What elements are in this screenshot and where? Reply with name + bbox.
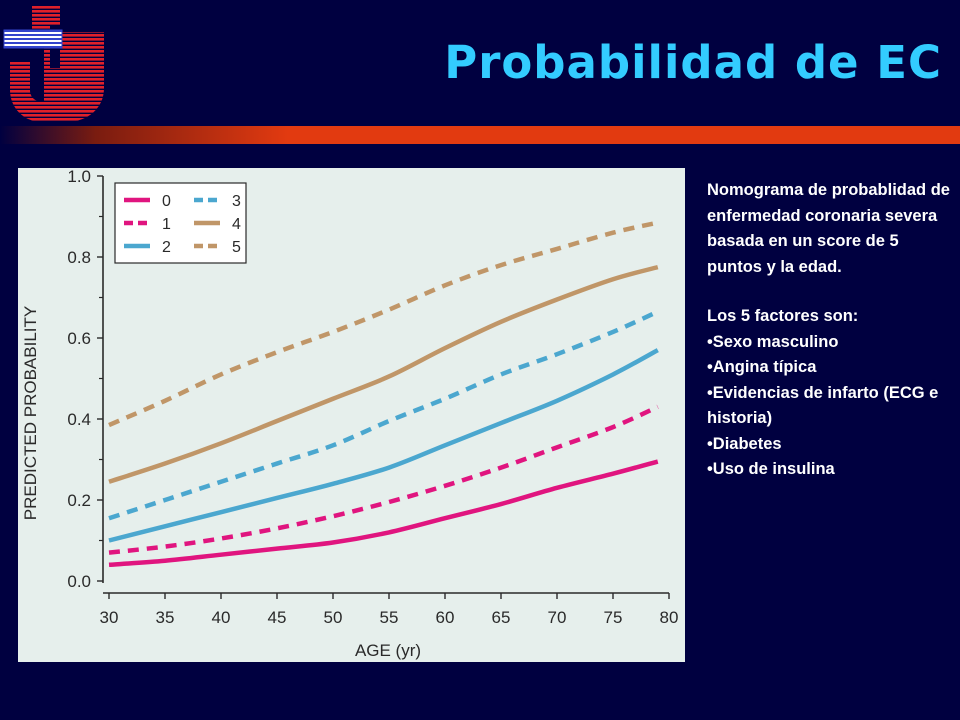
slide-title: Probabilidad de EC xyxy=(444,36,942,89)
series-line-5 xyxy=(108,220,659,428)
y-tick-label: 0.8 xyxy=(67,248,91,267)
chart-svg: 0.00.20.40.60.81.0 30 35 40 45 50 55 60 65 70 75 8… xyxy=(21,168,679,660)
legend-box xyxy=(114,182,247,264)
x-tick-label: 75 xyxy=(604,608,623,627)
x-tick-label: 65 xyxy=(492,608,511,627)
y-axis-ticks: 0.0 0.2 0.4 0.6 0.8 1.0 xyxy=(67,168,103,591)
x-tick-label: 40 xyxy=(212,608,231,627)
x-tick-label: 70 xyxy=(548,608,567,627)
legend-label-3: 3 xyxy=(232,193,241,210)
series-line-2 xyxy=(108,348,659,543)
y-tick-label: 0.0 xyxy=(67,572,91,591)
series-line-3 xyxy=(108,309,659,521)
series-line-1 xyxy=(108,404,659,555)
x-axis-ticks: 30 35 40 45 50 55 60 65 70 75 80 xyxy=(100,593,679,627)
y-axis-label: PREDICTED PROBABILITY xyxy=(21,306,40,520)
y-tick-label: 0.2 xyxy=(67,491,91,510)
legend-label-0: 0 xyxy=(162,193,171,210)
factor-item: •Angina típica xyxy=(707,358,817,376)
legend-label-2: 2 xyxy=(162,239,171,256)
x-tick-label: 80 xyxy=(660,608,679,627)
series-line-0 xyxy=(108,459,659,568)
factor-item: •Uso de insulina xyxy=(707,460,835,478)
description-text: Nomograma de probablidad de enfermedad c… xyxy=(707,181,950,276)
description-panel: Nomograma de probablidad de enfermedad c… xyxy=(707,178,952,483)
x-tick-label: 55 xyxy=(380,608,399,627)
legend-label-4: 4 xyxy=(232,216,241,233)
y-tick-label: 0.4 xyxy=(67,410,91,429)
legend-label-1: 1 xyxy=(162,216,171,233)
legend-label-5: 5 xyxy=(232,239,241,256)
x-tick-label: 45 xyxy=(268,608,287,627)
series-lines xyxy=(108,220,659,568)
title-divider xyxy=(0,126,960,144)
y-tick-label: 1.0 xyxy=(67,168,91,186)
factor-item: •Sexo masculino xyxy=(707,332,839,351)
hospital-logo xyxy=(3,6,104,122)
factor-item: •Diabetes xyxy=(707,434,782,453)
x-tick-label: 60 xyxy=(436,608,455,627)
factors-list: •Sexo masculino •Angina típica •Evidenci… xyxy=(707,330,952,483)
y-tick-label: 0.6 xyxy=(67,329,91,348)
x-tick-label: 30 xyxy=(100,608,119,627)
factor-item: •Evidencias de infarto (ECG e historia) xyxy=(707,383,939,428)
probability-chart: 0.0 0.2 0.4 0.6 0.8 1.0 30 35 40 45 50 55 60 65 70 75 8… xyxy=(18,168,685,662)
series-line-4 xyxy=(108,264,659,484)
legend: 0 1 2 3 4 5 xyxy=(114,182,247,264)
x-tick-label: 35 xyxy=(156,608,175,627)
factors-heading: Los 5 factores son: xyxy=(707,307,859,325)
x-tick-label: 50 xyxy=(324,608,343,627)
x-axis-label: AGE (yr) xyxy=(355,641,421,660)
